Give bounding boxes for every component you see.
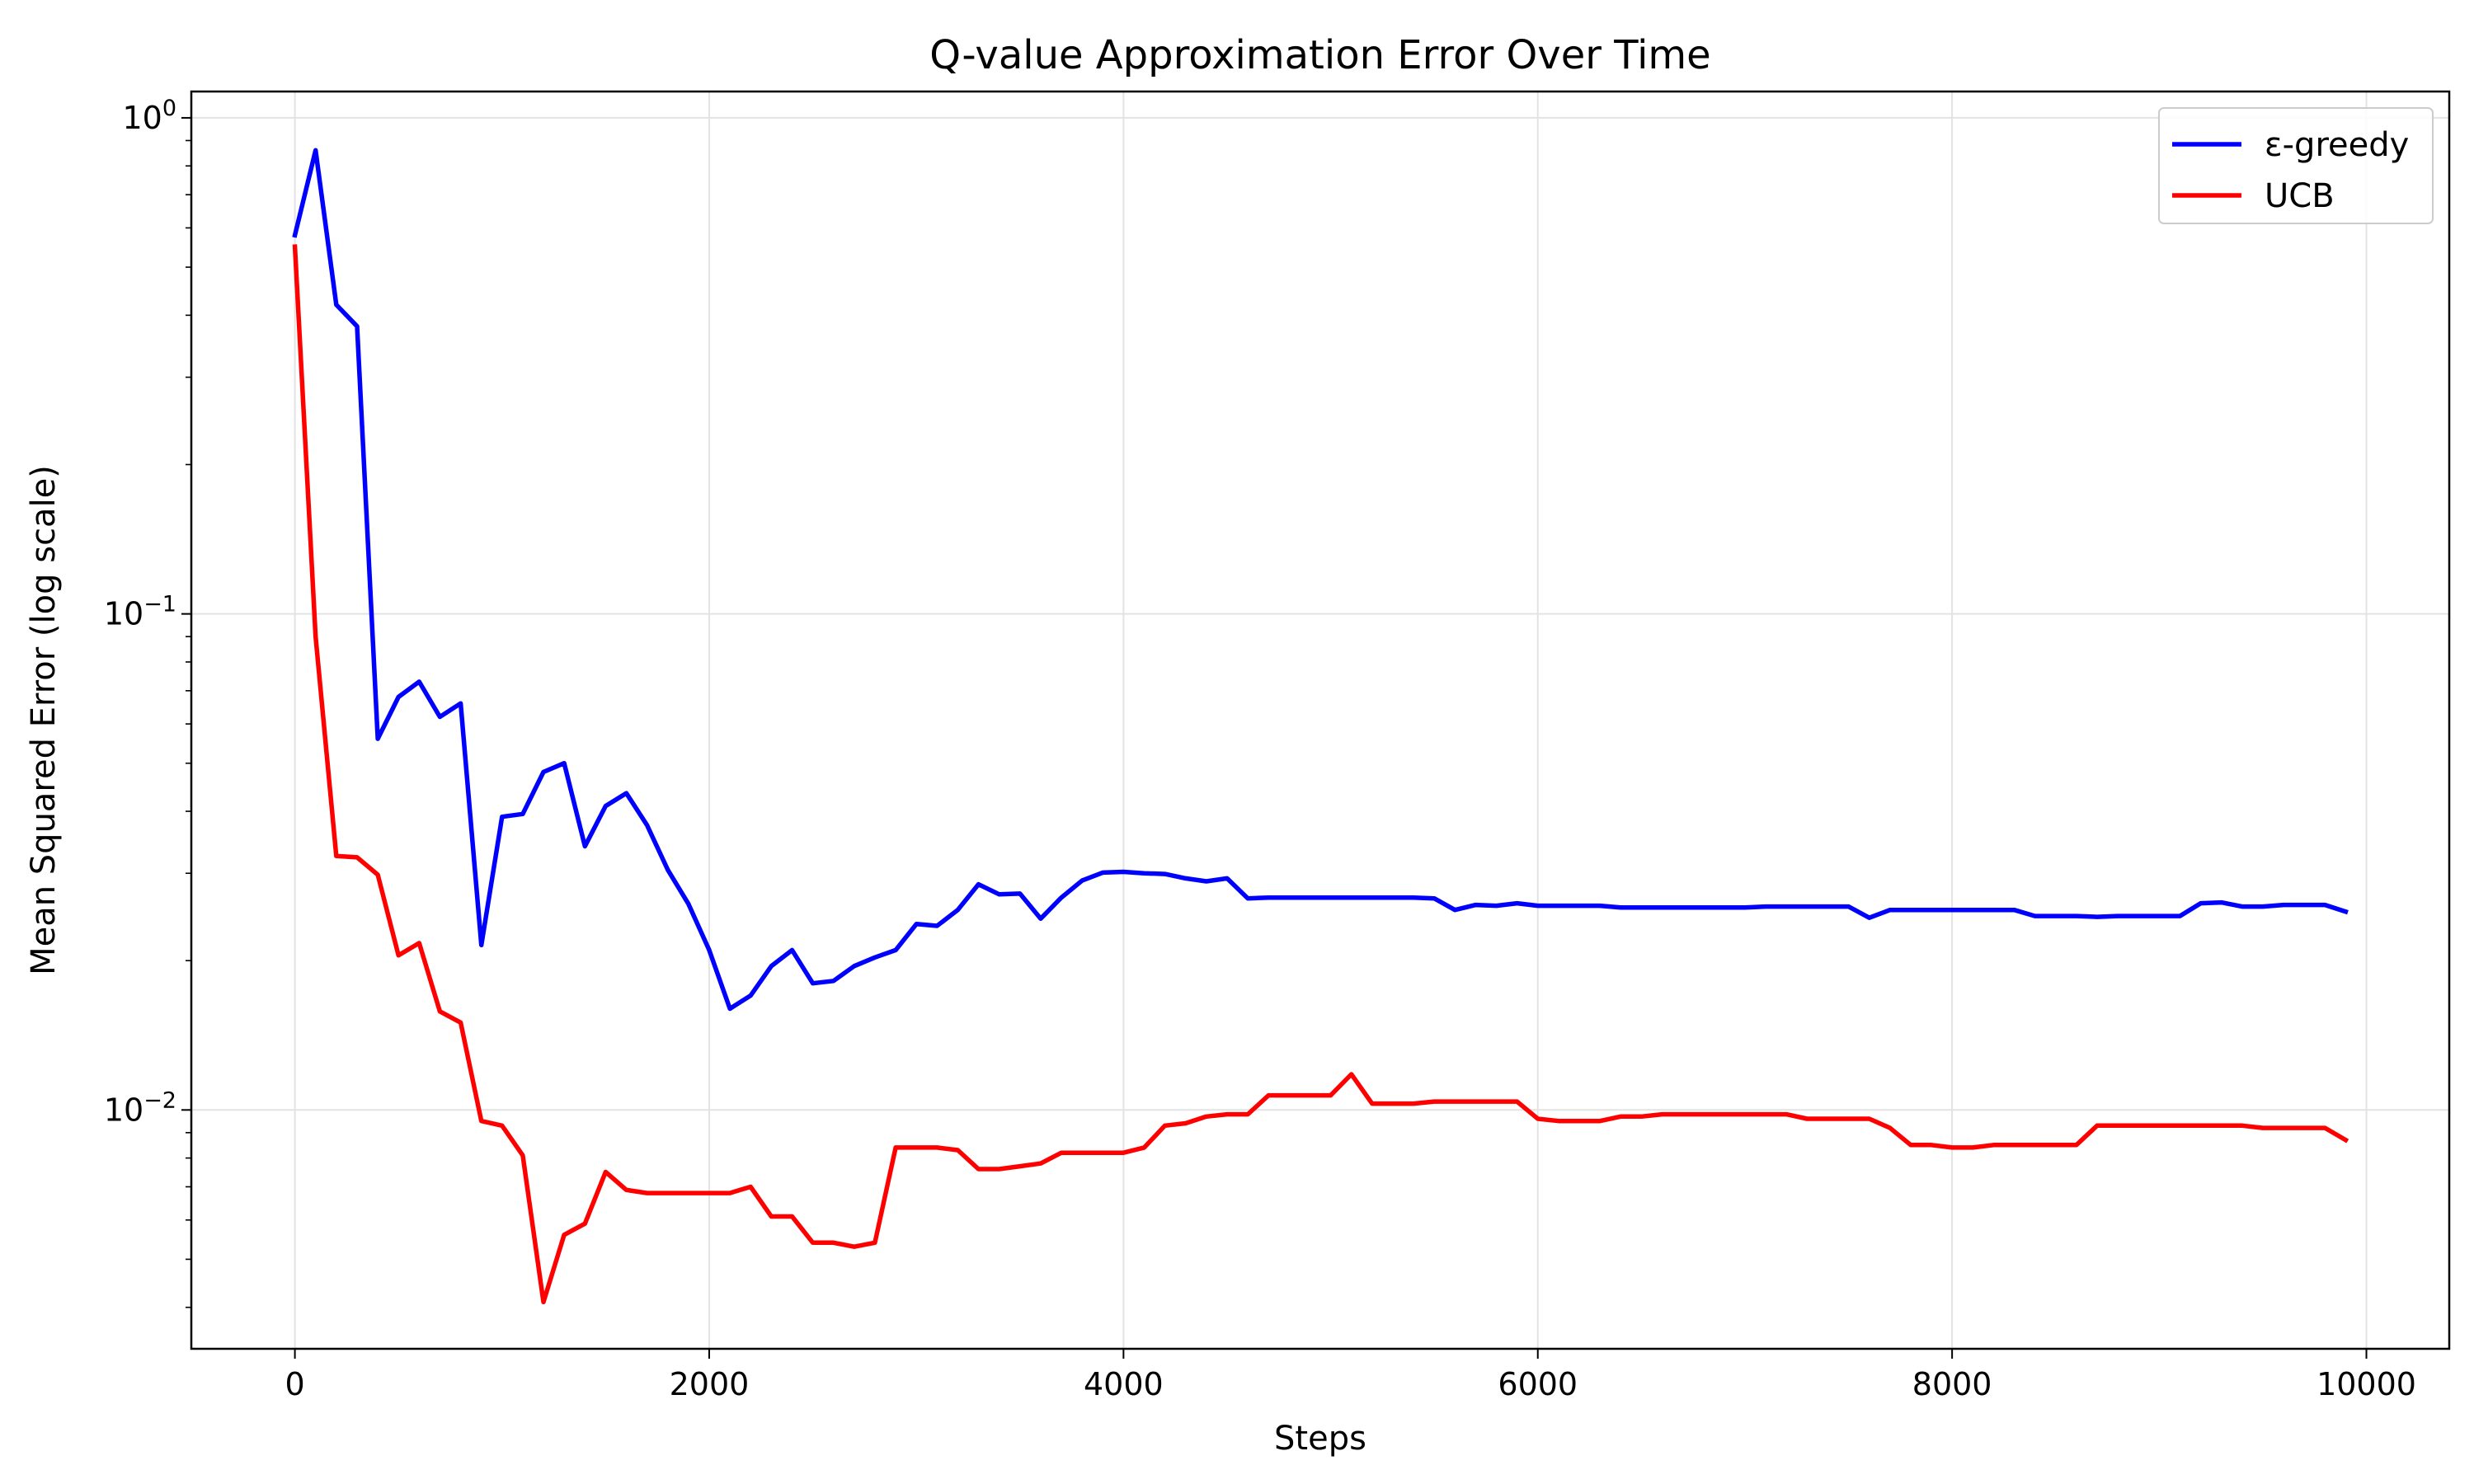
y-tick-label: 10−2: [104, 1087, 176, 1128]
legend: ε-greedy UCB: [2158, 107, 2434, 224]
x-tick-label: 2000: [670, 1366, 750, 1402]
series-layer: [292, 148, 2349, 1305]
x-tick-label: 0: [285, 1366, 305, 1402]
series-line-ucb: [292, 244, 2349, 1305]
y-tick-label: 100: [122, 96, 176, 136]
x-tick-label: 10000: [2316, 1366, 2416, 1402]
series-line-greedy: [292, 148, 2349, 1012]
legend-label: ε-greedy: [2265, 126, 2409, 164]
y-axis-title: Mean Squared Error (log scale): [25, 465, 63, 975]
x-tick-label: 8000: [1912, 1366, 1992, 1402]
y-tick-label: 10−1: [104, 592, 176, 632]
plot-frame: [190, 90, 2451, 1350]
x-tick-label: 6000: [1498, 1366, 1578, 1402]
chart-title: Q-value Approximation Error Over Time: [929, 32, 1710, 78]
x-tick-label: 4000: [1084, 1366, 1164, 1402]
grid: [191, 92, 2449, 1349]
x-axis-title: Steps: [1274, 1420, 1366, 1458]
legend-label: UCB: [2265, 177, 2335, 215]
axis-ticks: 0 2000 4000 6000 8000 10000 100 10−1 10−2: [104, 96, 2416, 1402]
